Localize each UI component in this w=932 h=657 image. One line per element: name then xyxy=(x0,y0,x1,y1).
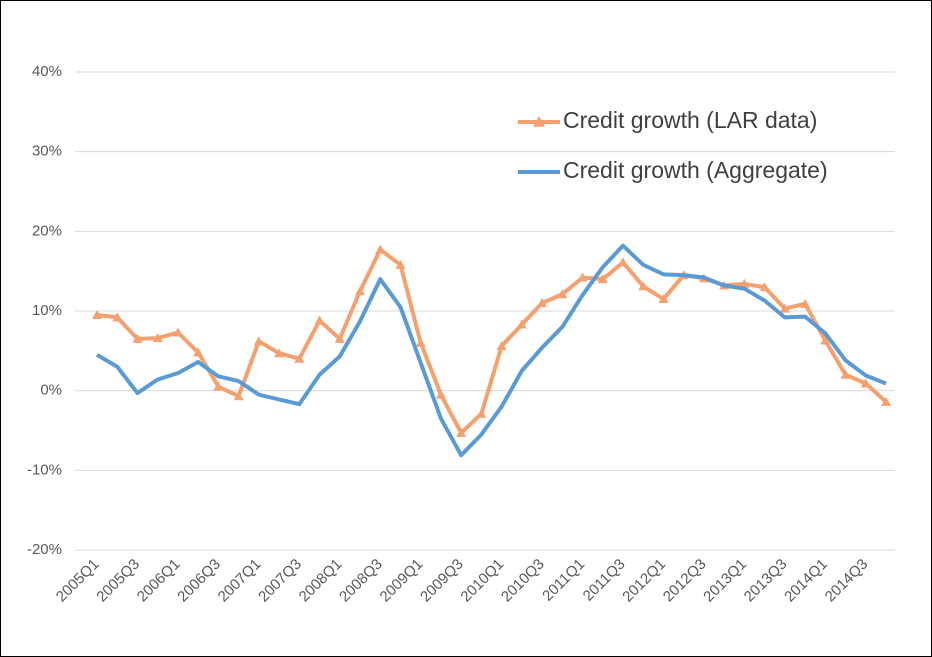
data-point xyxy=(213,381,224,391)
data-point xyxy=(840,369,851,379)
y-tick-label: 0% xyxy=(40,382,62,399)
legend-label: Credit growth (LAR data) xyxy=(563,107,817,133)
data-point xyxy=(597,274,608,284)
data-point xyxy=(132,333,143,343)
data-point xyxy=(435,389,446,399)
legend-marker xyxy=(533,116,545,127)
data-point xyxy=(233,391,244,401)
y-tick-label: -10% xyxy=(27,461,62,478)
data-point xyxy=(739,278,750,288)
data-point xyxy=(92,309,102,319)
data-point xyxy=(112,312,123,322)
data-point xyxy=(557,289,568,299)
data-point xyxy=(820,335,831,345)
data-point xyxy=(456,427,467,437)
data-point xyxy=(253,336,264,346)
data-point xyxy=(294,353,305,363)
data-point xyxy=(395,259,406,269)
data-point xyxy=(860,378,871,388)
data-point xyxy=(779,303,790,313)
data-point xyxy=(415,337,426,347)
data-point xyxy=(800,298,811,308)
data-point xyxy=(638,281,649,291)
data-point xyxy=(476,408,487,418)
data-point xyxy=(881,396,891,406)
data-point xyxy=(193,347,204,357)
data-point xyxy=(516,319,527,329)
data-point xyxy=(274,348,285,358)
series-line xyxy=(96,247,888,435)
y-tick-label: 40% xyxy=(32,63,62,80)
data-point xyxy=(355,286,365,296)
data-point xyxy=(334,333,345,343)
data-point xyxy=(537,298,548,308)
y-tick-label: 20% xyxy=(32,222,62,239)
y-tick-label: 10% xyxy=(32,302,62,319)
y-tick-label: -20% xyxy=(27,541,62,558)
data-point xyxy=(759,282,770,292)
data-point xyxy=(314,315,325,325)
data-point xyxy=(152,333,163,343)
data-point xyxy=(577,272,588,282)
data-point xyxy=(618,257,628,267)
data-point xyxy=(172,327,183,337)
data-point xyxy=(496,341,507,351)
data-point xyxy=(375,244,386,254)
legend-label: Credit growth (Aggregate) xyxy=(563,157,828,183)
series-line xyxy=(95,243,887,458)
data-point xyxy=(658,294,669,304)
y-tick-label: 30% xyxy=(32,143,62,160)
